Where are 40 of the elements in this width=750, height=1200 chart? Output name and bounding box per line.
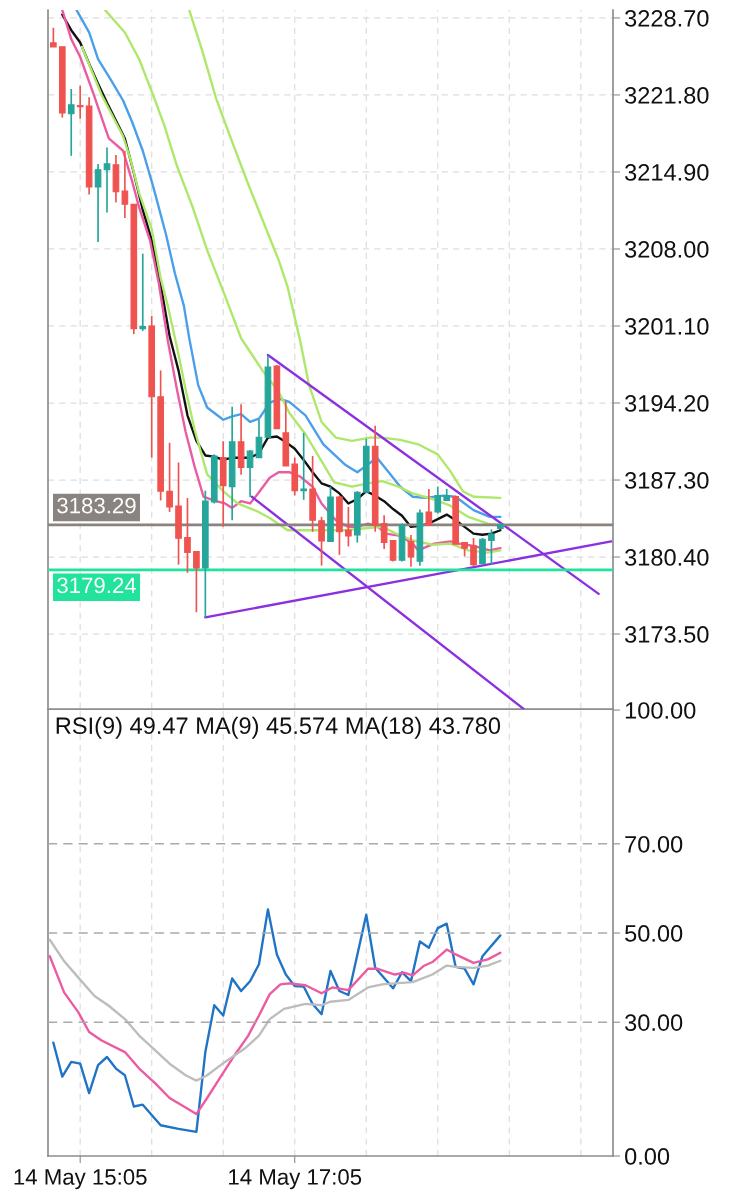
- candlestick: [50, 26, 57, 48]
- y-tick-label: 3228.70: [625, 9, 709, 27]
- y-tick-label: 3214.90: [625, 164, 709, 181]
- candlestick: [246, 449, 254, 498]
- candlestick: [300, 432, 308, 501]
- candlestick: [345, 506, 352, 548]
- candlestick: [166, 442, 173, 513]
- y-tick-label: 70.00: [625, 835, 683, 853]
- candlestick: [389, 539, 397, 563]
- y-tick-label: 3187.30: [625, 472, 709, 489]
- y-tick-label: 3208.00: [625, 241, 709, 258]
- candlestick: [318, 516, 325, 567]
- candlestick: [380, 514, 388, 550]
- candlestick: [470, 537, 477, 567]
- y-tick-label: 3201.10: [625, 318, 709, 335]
- y-tick-label: 3180.40: [625, 549, 709, 566]
- candlestick: [121, 150, 129, 219]
- y-tick-label: 3173.50: [625, 626, 709, 643]
- annotation: RSI(9) 49.47 MA(9) 45.574 MA(18) 43.780: [56, 716, 501, 739]
- ref-line-label: 3183.29: [57, 497, 136, 514]
- candlestick: [67, 88, 75, 157]
- candlestick: [139, 252, 147, 332]
- y-tick-label: 3221.80: [625, 87, 709, 104]
- ref-line-label: 3179.24: [57, 577, 137, 594]
- candlestick: [425, 488, 433, 527]
- candlestick: [94, 163, 102, 243]
- candlestick: [488, 528, 495, 566]
- candlestick: [434, 485, 442, 515]
- candlestick: [76, 84, 84, 120]
- y-tick-label: 50.00: [625, 925, 683, 942]
- candlestick: [193, 550, 200, 614]
- y-tick-label: 3194.20: [625, 395, 709, 412]
- candlestick: [103, 146, 111, 214]
- y-tick-label: 0.00: [625, 1148, 670, 1165]
- y-tick-label: 30.00: [625, 1014, 683, 1032]
- candlestick: [407, 534, 415, 568]
- y-tick-label: 100.00: [625, 702, 696, 719]
- x-tick-label: 14 May 17:05: [229, 1169, 362, 1190]
- x-tick-label: 14 May 15:05: [14, 1169, 147, 1190]
- candlestick: [184, 497, 191, 574]
